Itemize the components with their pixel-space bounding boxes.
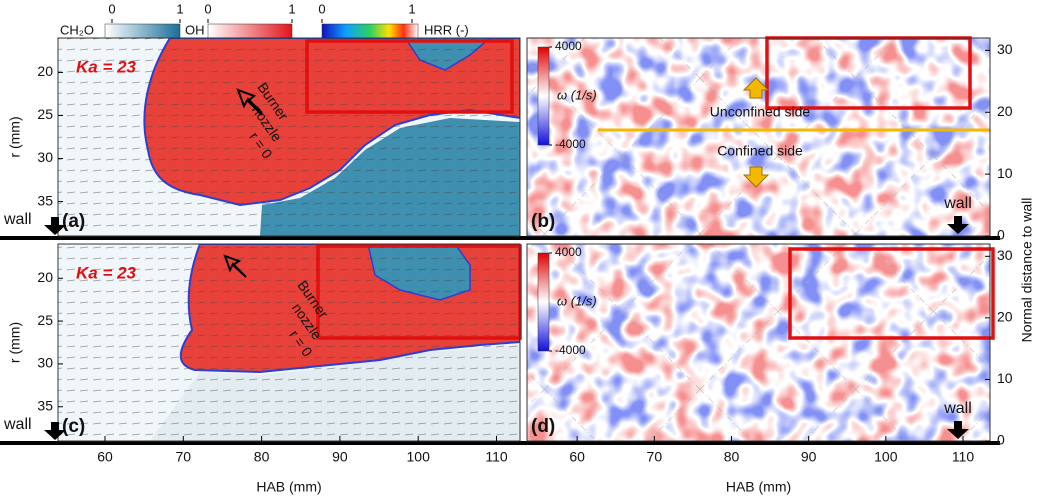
colorbar-label: HRR (-) (424, 22, 469, 37)
wall-arrow (44, 422, 66, 440)
y-tick-label: 30 (37, 149, 53, 165)
x-tick-label: 110 (485, 449, 508, 465)
x-tick-label: 70 (175, 449, 191, 465)
wall-label: wall (943, 400, 972, 417)
y-tick-label: 30 (37, 355, 53, 371)
nozzle-arrow (236, 88, 263, 116)
field-image (58, 38, 520, 236)
region-label: Unconfined side (710, 104, 811, 120)
x-tick-label: 100 (874, 449, 898, 465)
vorticity-image (527, 38, 990, 441)
x-axis-label: HAB (mm) (726, 479, 791, 495)
panel-frame (57, 243, 521, 442)
x-tick-label: 60 (569, 449, 585, 465)
colorbar-label: ω (1/s) (557, 293, 597, 308)
y-tick-label: 20 (37, 63, 53, 79)
panel-label: (c) (62, 416, 85, 437)
highlight-box (305, 39, 514, 114)
colorbar-tick-label: 4000 (555, 245, 582, 259)
colorbar-label: ω (1/s) (557, 87, 597, 102)
region-label: Confined side (717, 143, 803, 159)
colorbar-tick-label: 1 (408, 1, 415, 16)
wall-label: wall (943, 195, 972, 212)
arrow (742, 77, 770, 99)
nozzle-arrow (223, 254, 247, 278)
x-tick-label: 80 (254, 449, 270, 465)
panel-label: (b) (531, 211, 555, 232)
panel-label: (a) (62, 211, 85, 232)
panel-label: (d) (531, 416, 555, 437)
wall-arrow (947, 421, 969, 439)
annotation: Ka = 23 (76, 57, 137, 76)
colorbar (321, 23, 419, 39)
wall-label: wall (3, 211, 32, 228)
y2-tick-label: 10 (997, 370, 1013, 386)
wall-arrow (947, 216, 969, 234)
y2-tick-label: 20 (997, 103, 1013, 119)
colorbar-tick-label: 0 (108, 1, 115, 16)
x-axis-label: HAB (mm) (256, 479, 321, 495)
y2-tick-label: 0 (997, 432, 1005, 448)
annotation: Ka = 23 (76, 263, 137, 282)
colorbar-tick-label: 0 (204, 1, 211, 16)
colorbar-tick-label: 1 (288, 1, 295, 16)
x-tick-label: 80 (724, 449, 740, 465)
x-tick-label: 90 (332, 449, 348, 465)
wall-label: wall (3, 416, 32, 433)
y2-axis-label: Normal distance to wall (1019, 198, 1035, 343)
colorbar (537, 252, 550, 352)
colorbar-tick-label: -4000 (555, 137, 586, 151)
colorbar-tick-label: -4000 (555, 343, 586, 357)
colorbar-label: OH (185, 22, 205, 37)
x-tick-label: 100 (407, 449, 431, 465)
field-image (58, 244, 520, 441)
arrow (742, 166, 770, 188)
y2-tick-label: 10 (997, 165, 1013, 181)
y2-tick-label: 0 (997, 227, 1005, 243)
panel-frame (57, 37, 521, 237)
panel-frame (526, 37, 991, 237)
x-tick-label: 70 (647, 449, 663, 465)
y2-tick-label: 20 (997, 309, 1013, 325)
wall-arrow (44, 217, 66, 235)
y-tick-label: 25 (37, 312, 53, 328)
x-tick-label: 60 (97, 449, 113, 465)
y2-tick-label: 30 (997, 247, 1013, 263)
colorbar (537, 46, 550, 146)
y-tick-label: 25 (37, 106, 53, 122)
colorbar-tick-label: 1 (176, 1, 183, 16)
colorbar-label: CH₂O (60, 22, 94, 37)
y-axis-label: r (mm) (7, 116, 23, 157)
y-tick-label: 20 (37, 269, 53, 285)
x-tick-label: 110 (952, 449, 975, 465)
colorbar-tick-label: 4000 (555, 39, 582, 53)
x-tick-label: 90 (801, 449, 817, 465)
highlight-box (788, 247, 995, 340)
panel-frame (526, 243, 991, 442)
colorbar-tick-label: 0 (318, 1, 325, 16)
colorbar (207, 23, 293, 39)
colorbar (104, 23, 181, 39)
y2-tick-label: 30 (997, 41, 1013, 57)
y-tick-label: 35 (37, 192, 53, 208)
y-axis-label: r (mm) (7, 322, 23, 363)
y-tick-label: 35 (37, 397, 53, 413)
